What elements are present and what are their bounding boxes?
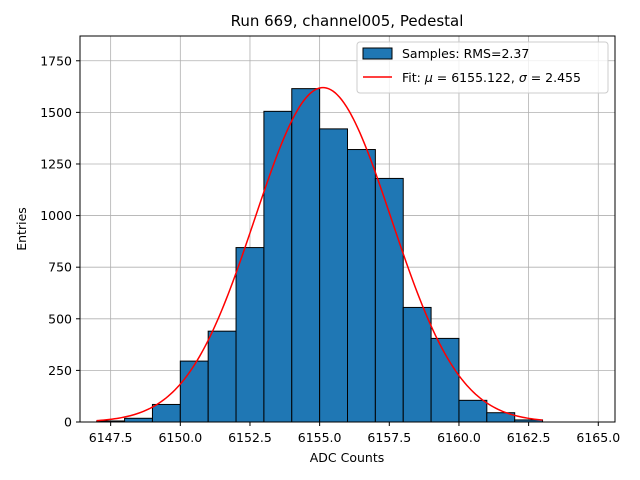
legend-fit-sigma-symbol: σ [519,70,528,85]
y-tick-label-3: 750 [48,260,72,275]
histogram-bars [96,88,544,423]
x-axis-ticks: 6147.5 6150.0 6152.5 6155.0 6157.5 6160.0 6162… [89,422,620,445]
legend-fit-sigma-value: = 2.455 [527,70,581,85]
histogram-bar-9 [347,149,376,423]
x-tick-label-3: 6155.0 [298,430,342,445]
histogram-bar-1 [124,417,153,423]
y-tick-label-4: 1000 [40,208,72,223]
plot-area [79,35,616,423]
histogram-bar-7 [291,88,321,423]
legend-fit-prefix: Fit: [402,70,425,85]
plot-frame [79,35,616,423]
legend-box [356,41,609,94]
x-tick-label-7: 6165.0 [576,430,620,445]
histogram-bar-2 [151,403,181,423]
y-tick-label-1: 250 [48,363,72,378]
x-tick-label-6: 6162.5 [507,430,551,445]
chart-title: Run 669, channel005, Pedestal [231,12,464,30]
legend-fit-label: Fit: μ = 6155.122, σ = 2.455 [402,70,581,85]
histogram-bar-4 [207,330,237,423]
histogram-bar-8 [319,128,348,423]
x-tick-label-1: 6150.0 [158,430,202,445]
histogram-bar-11 [402,306,432,423]
x-tick-label-0: 6147.5 [89,430,133,445]
histogram-bar-13 [458,399,488,423]
fit-curve [96,86,543,422]
x-tick-label-5: 6160.0 [437,430,481,445]
histogram-bar-5 [235,247,265,423]
y-tick-label-7: 1750 [40,53,72,68]
y-tick-label-6: 1500 [40,105,72,120]
y-tick-label-2: 500 [48,311,72,326]
histogram-bar-12 [430,337,460,423]
histogram-bar-3 [179,360,209,423]
legend-histogram-swatch [362,47,393,60]
y-axis-ticks: 0 250 500 750 1000 1250 1500 1750 [40,53,80,430]
legend-fit-mu-value: = 6155.122, [433,70,519,85]
legend: Samples: RMS=2.37 Fit: μ = 6155.122, σ =… [356,41,609,94]
y-tick-label-5: 1250 [40,156,72,171]
y-tick-label-0: 0 [64,415,72,430]
x-tick-label-4: 6157.5 [367,430,411,445]
x-axis-label: ADC Counts [310,450,385,465]
histogram-bar-6 [263,110,293,423]
histogram-bar-10 [374,177,404,423]
legend-histogram-label: Samples: RMS=2.37 [402,46,529,61]
y-axis-label: Entries [14,207,29,251]
x-tick-label-2: 6152.5 [228,430,272,445]
legend-fit-mu-symbol: μ [424,70,433,85]
